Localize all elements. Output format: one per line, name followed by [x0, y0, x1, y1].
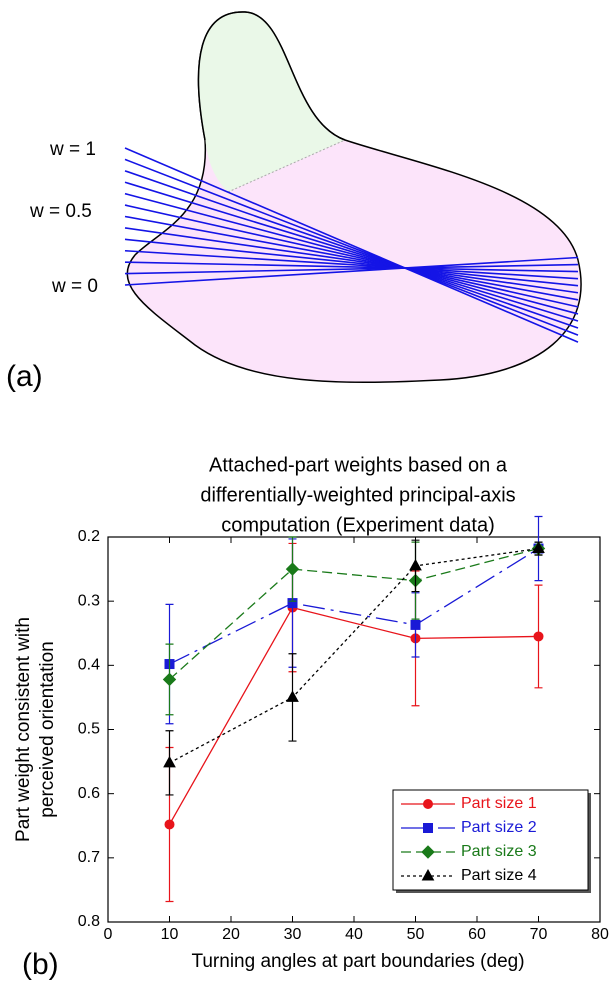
axis-line — [124, 249, 579, 280]
panel-tag: (a) — [6, 360, 43, 393]
weight-label: w = 0 — [51, 276, 98, 297]
panel-tag: (b) — [22, 948, 59, 981]
x-tick-label: 10 — [161, 926, 179, 943]
point — [533, 631, 544, 642]
point — [409, 558, 422, 571]
axis-line — [124, 263, 579, 275]
axis-line — [124, 192, 579, 315]
y-tick-label: 0.5 — [78, 721, 100, 738]
y-tick-label: 0.6 — [78, 785, 100, 802]
x-tick-label: 40 — [345, 926, 363, 943]
chart-title: differentially-weighted principal-axis — [200, 484, 515, 506]
axis-line — [124, 227, 579, 294]
y-tick-label: 0.7 — [78, 849, 100, 866]
x-tick-label: 70 — [530, 926, 548, 943]
axis-line — [124, 170, 579, 329]
x-tick-label: 60 — [468, 926, 486, 943]
x-axis-label: Turning angles at part boundaries (deg) — [191, 951, 524, 972]
chart-title: computation (Experiment data) — [221, 514, 494, 536]
y-axis-label: Part weight consistent with — [13, 617, 34, 842]
axis-line — [124, 261, 579, 273]
axis-line — [124, 238, 579, 287]
series — [162, 536, 546, 716]
y-tick-label: 0.4 — [78, 657, 100, 674]
x-tick-label: 20 — [222, 926, 240, 943]
series — [163, 539, 545, 796]
y-tick-label: 0.8 — [78, 913, 100, 930]
legend-label: Part size 4 — [461, 867, 537, 884]
legend-marker — [423, 799, 433, 809]
series-line — [169, 547, 539, 764]
weight-label: w = 1 — [49, 139, 96, 160]
series — [164, 515, 544, 725]
legend-marker — [421, 868, 435, 881]
x-tick-label: 80 — [591, 926, 609, 943]
point — [285, 562, 300, 576]
shape-outline — [197, 11, 346, 141]
axis-line — [124, 256, 579, 286]
series-line — [169, 547, 539, 665]
point — [163, 755, 176, 768]
axis-line — [124, 181, 579, 322]
point — [286, 690, 299, 702]
x-tick-label: 0 — [104, 926, 113, 943]
legend-marker — [423, 823, 433, 833]
axis-fan — [124, 147, 579, 343]
axis-line — [124, 215, 579, 301]
y-axis-label: perceived orientation — [37, 641, 58, 817]
legend-label: Part size 3 — [461, 843, 537, 860]
series-line — [169, 547, 539, 680]
point — [532, 541, 545, 554]
axis-line — [124, 158, 579, 336]
part-boundary — [227, 139, 346, 193]
legend-marker — [421, 845, 435, 859]
chart-title: Attached-part weights based on a — [209, 454, 508, 476]
legend-label: Part size 1 — [461, 795, 537, 812]
shape-body — [126, 11, 582, 383]
axis-line — [124, 147, 579, 343]
point — [162, 672, 177, 687]
attached-part — [198, 12, 344, 192]
x-tick-label: 50 — [407, 926, 425, 943]
weight-label: w = 0.5 — [29, 201, 92, 222]
series-line — [168, 606, 539, 825]
point — [164, 819, 175, 830]
y-tick-label: 0.3 — [78, 592, 100, 609]
point — [410, 619, 421, 630]
legend-label: Part size 2 — [461, 819, 537, 836]
axis-line — [124, 204, 579, 308]
x-tick-label: 30 — [284, 926, 302, 943]
y-tick-label: 0.2 — [78, 528, 100, 545]
